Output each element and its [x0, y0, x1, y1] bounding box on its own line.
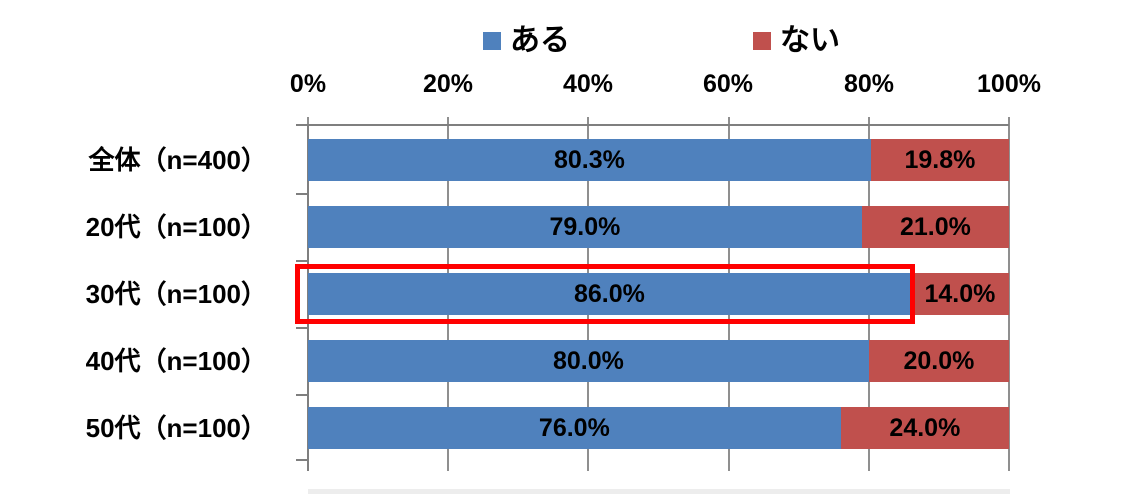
legend-label-aru: ある	[510, 24, 570, 57]
y-axis-tick	[296, 193, 307, 195]
bar-label-aru: 76.0%	[538, 414, 610, 442]
gridline-100pct	[1008, 117, 1010, 471]
x-axis-tick-label-100: 100%	[977, 70, 1041, 98]
x-axis-tick-label-0: 0%	[289, 70, 327, 98]
bar-segment-aru: 76.0%	[308, 407, 841, 449]
bar-row-zentai: 80.3% 19.8%	[308, 139, 1009, 181]
bar-segment-aru: 86.0%	[308, 273, 911, 315]
bar-segment-aru: 80.0%	[308, 340, 869, 382]
category-label-30dai: 30代（n=100）	[85, 279, 267, 309]
bar-row-40dai: 80.0% 20.0%	[308, 340, 1009, 382]
x-axis-line	[308, 124, 1009, 126]
category-label-20dai: 20代（n=100）	[85, 212, 267, 242]
bar-segment-aru: 80.3%	[308, 139, 871, 181]
bar-row-50dai: 76.0% 24.0%	[308, 407, 1009, 449]
bar-row-30dai: 86.0% 14.0%	[295, 264, 1009, 324]
bar-label-nai: 21.0%	[899, 213, 971, 241]
y-axis-tick	[296, 459, 307, 461]
bar-segment-nai: 14.0%	[910, 273, 1009, 315]
bar-label-nai: 24.0%	[889, 414, 961, 442]
legend-label-nai: ない	[780, 24, 840, 57]
x-axis-tick-label-60: 60%	[702, 70, 754, 98]
legend-item-nai: ない	[753, 26, 840, 56]
category-label-50dai: 50代（n=100）	[85, 413, 267, 443]
legend-swatch-aru	[483, 32, 501, 50]
bar-label-aru: 79.0%	[549, 213, 621, 241]
y-axis-tick	[296, 327, 307, 329]
plot-area: 80.3% 19.8% 79.0% 21.0% 86.0% 14.0%	[295, 117, 1010, 471]
x-axis-tick-label-40: 40%	[562, 70, 614, 98]
bar-segment-nai: 19.8%	[870, 139, 1009, 181]
bar-row-20dai: 79.0% 21.0%	[308, 206, 1009, 248]
y-axis-tick	[296, 124, 307, 126]
bar-segment-nai: 21.0%	[861, 206, 1009, 248]
bar-segment-aru: 79.0%	[308, 206, 862, 248]
y-axis-tick	[296, 394, 307, 396]
category-label-40dai: 40代（n=100）	[85, 346, 267, 376]
bar-label-nai: 20.0%	[903, 347, 975, 375]
category-label-zentai: 全体（n=400）	[88, 145, 267, 175]
x-axis-tick-label-20: 20%	[422, 70, 474, 98]
bar-segment-nai: 20.0%	[868, 340, 1009, 382]
bar-segment-nai: 24.0%	[840, 407, 1009, 449]
legend-item-aru: ある	[483, 26, 570, 56]
legend-swatch-nai	[753, 32, 771, 50]
bar-label-nai: 19.8%	[904, 146, 976, 174]
chart-bottom-shadow	[308, 489, 1010, 494]
bar-label-aru: 86.0%	[573, 280, 645, 308]
y-axis-tick	[296, 260, 307, 262]
bar-label-aru: 80.3%	[554, 146, 625, 174]
bar-label-aru: 80.0%	[552, 347, 624, 375]
x-axis-tick-label-80: 80%	[843, 70, 895, 98]
bar-label-nai: 14.0%	[924, 280, 996, 308]
